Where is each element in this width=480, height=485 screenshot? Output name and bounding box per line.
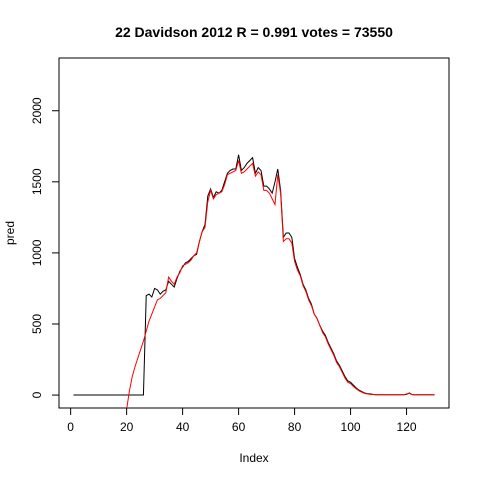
x-tick-label: 60: [232, 420, 246, 434]
x-tick-label: 0: [67, 420, 74, 434]
x-tick-label: 20: [120, 420, 134, 434]
y-tick-label: 2000: [30, 97, 44, 124]
y-tick-label: 500: [30, 314, 44, 334]
y-tick-label: 1500: [30, 168, 44, 195]
y-tick-label: 1000: [30, 239, 44, 266]
x-tick-label: 100: [341, 420, 361, 434]
x-tick-label: 80: [288, 420, 302, 434]
plot-area: [73, 154, 435, 408]
y-tick-label: 0: [30, 391, 44, 398]
plot-frame: [58, 57, 450, 409]
x-tick-label: 40: [176, 420, 190, 434]
x-axis-label: Index: [239, 451, 268, 465]
chart-title: 22 Davidson 2012 R = 0.991 votes = 73550: [115, 24, 393, 40]
y-axis-label: pred: [3, 221, 17, 245]
x-tick-label: 120: [397, 420, 417, 434]
series-line: [126, 160, 435, 408]
